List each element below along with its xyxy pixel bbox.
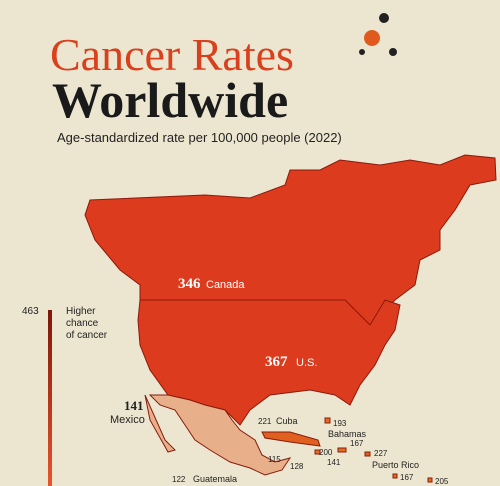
region-name: Bahamas	[328, 429, 367, 439]
region-value: 200	[319, 448, 333, 457]
region-value: 167	[400, 473, 414, 482]
legend-label: of cancer	[66, 330, 108, 341]
map	[84, 154, 497, 483]
island-shape	[364, 451, 371, 457]
island-shape	[392, 473, 398, 479]
region-value: 141	[124, 398, 144, 413]
region-value: 193	[333, 419, 347, 428]
region-value: 115	[268, 455, 281, 464]
region-name: Canada	[206, 279, 245, 291]
cuba-shape	[261, 431, 321, 447]
legend-max: 463	[22, 306, 39, 317]
logo-dot	[364, 30, 380, 46]
region-name: Puerto Rico	[372, 460, 419, 470]
canada-shape	[84, 154, 497, 326]
region-name: U.S.	[296, 357, 317, 369]
region-name: Cuba	[276, 416, 298, 426]
title: Cancer Rates	[50, 29, 294, 80]
region-value: 346	[178, 276, 201, 292]
region-value: 205	[435, 477, 449, 486]
logo-dot	[389, 48, 397, 56]
region-value: 122	[172, 475, 186, 484]
island-shape	[314, 449, 321, 455]
title: Worldwide	[52, 72, 288, 128]
island-shape	[337, 447, 347, 453]
logo-dot	[359, 49, 365, 55]
island-shape	[427, 477, 433, 483]
region-value: 167	[350, 439, 364, 448]
region-name: Guatemala	[193, 474, 237, 484]
island-shape	[324, 417, 331, 424]
legend-label: chance	[66, 318, 99, 329]
baja-shape	[144, 394, 176, 453]
mexico-shape	[148, 394, 292, 476]
legend-label: Higher	[66, 306, 96, 317]
region-value: 227	[374, 449, 388, 458]
us-shape	[137, 299, 401, 426]
region-value: 367	[265, 354, 288, 370]
region-name: Mexico	[110, 414, 145, 426]
region-value: 141	[327, 458, 341, 467]
region-value: 128	[290, 462, 304, 471]
logo-dot	[379, 13, 389, 23]
subtitle: Age-standardized rate per 100,000 people…	[57, 130, 342, 145]
region-value: 221	[258, 417, 272, 426]
legend-bar	[48, 310, 52, 486]
